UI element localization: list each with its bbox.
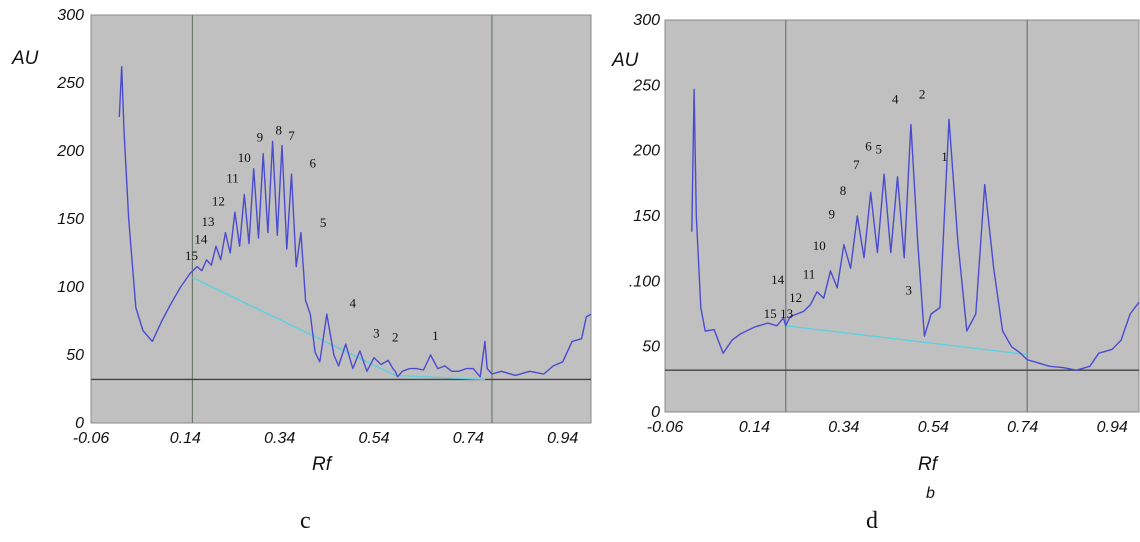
chart-d-y-tick-label: 50 xyxy=(642,339,660,356)
chart-d-plot-area xyxy=(664,19,1140,413)
chart-d-x-tick-label: -0.06 xyxy=(647,419,684,436)
chart-c-trace xyxy=(118,65,592,378)
chart-d-peak-label-1: 1 xyxy=(941,149,948,164)
chart-d-y-ticks: 0 50 .100 150 200 250 300 xyxy=(629,12,660,421)
chart-c-y-ticks: 0 50 100 150 200 250 300 xyxy=(56,7,84,432)
chart-c-baseline-segment-1 xyxy=(192,276,396,377)
chart-d-trace xyxy=(691,88,1140,371)
chart-c-x-tick-label: 0.74 xyxy=(453,430,484,447)
chart-c-peak-label-15: 15 xyxy=(185,248,198,263)
chart-d-peak-label-2: 2 xyxy=(919,86,926,101)
chart-d-x-axis-label: Rf xyxy=(918,454,939,475)
chart-d-peak-label-14: 14 xyxy=(771,272,785,287)
chart-d-y-tick-label: 250 xyxy=(632,77,660,94)
chart-d-baseline-segment-1 xyxy=(785,325,1028,356)
chart-c-x-tick-label: 0.14 xyxy=(170,430,201,447)
chart-c-x-tick-label: 0.34 xyxy=(264,430,295,447)
chart-c-peak-label-12: 12 xyxy=(212,193,225,208)
chart-c-marker-lines xyxy=(91,15,591,423)
chart-c-y-tick-label: 0 xyxy=(75,415,84,432)
chart-c-peak-label-2: 2 xyxy=(392,329,399,344)
chart-d-peak-label-12: 12 xyxy=(789,290,802,305)
chart-c-y-tick-label: 300 xyxy=(57,7,84,24)
chart-d-x-tick-label: 0.74 xyxy=(1007,419,1038,436)
chart-d-peak-label-10: 10 xyxy=(813,238,826,253)
chart-c-y-tick-label: 250 xyxy=(56,75,84,92)
chart-d-caption: d xyxy=(866,508,878,534)
chart-d-x-tick-label: 0.54 xyxy=(918,419,949,436)
chart-d-trace-line xyxy=(691,88,1140,371)
chart-d-peak-label-11: 11 xyxy=(803,267,816,282)
chart-c-baseline xyxy=(192,276,485,381)
chart-d-peak-label-7: 7 xyxy=(853,157,860,172)
chart-d-y-tick-label: 0 xyxy=(651,404,660,421)
chart-c-peak-label-5: 5 xyxy=(320,215,327,230)
chart-c-baseline-segment-2 xyxy=(395,374,485,381)
chart-c-y-tick-label: 100 xyxy=(57,279,84,296)
chart-c-x-ticks: -0.06 0.14 0.34 0.54 0.74 0.94 xyxy=(73,430,579,447)
chart-d-peak-label-8: 8 xyxy=(840,183,847,198)
chart-c-peak-label-1: 1 xyxy=(432,328,439,343)
chart-d-marker-lines xyxy=(665,20,1139,412)
chart-d-peak-label-6: 6 xyxy=(865,139,872,154)
chart-d-peak-label-13: 13 xyxy=(780,306,793,321)
chart-c-caption: c xyxy=(300,508,311,534)
chart-d-y-tick-label: 300 xyxy=(633,12,660,29)
chart-c-peak-label-3: 3 xyxy=(373,325,380,340)
chart-c-peak-label-14: 14 xyxy=(194,231,208,246)
chart-c-peak-label-8: 8 xyxy=(275,123,282,138)
chart-c-x-tick-label: -0.06 xyxy=(73,430,110,447)
chart-c-x-tick-label: 0.94 xyxy=(547,430,578,447)
chart-c-peak-label-11: 11 xyxy=(226,170,239,185)
chart-c-y-axis-label: AU xyxy=(11,48,39,69)
chart-d-baseline xyxy=(785,325,1028,356)
chart-c-y-tick-label: 200 xyxy=(56,143,84,160)
chart-d-peak-label-15: 15 xyxy=(764,306,777,321)
chart-c-peak-label-6: 6 xyxy=(309,155,316,170)
chart-c-y-tick-label: 150 xyxy=(57,211,84,228)
chart-c-y-tick-label: 50 xyxy=(66,347,84,364)
chart-d-y-tick-label: 150 xyxy=(633,208,660,225)
chart-c-peak-label-4: 4 xyxy=(350,295,357,310)
chart-d-y-tick-label: 200 xyxy=(632,143,660,160)
chart-c-peak-label-10: 10 xyxy=(238,150,251,165)
chart-c-peak-label-13: 13 xyxy=(201,214,214,229)
chart-d-peak-label-5: 5 xyxy=(875,141,882,156)
chart-d-x-ticks: -0.06 0.14 0.34 0.54 0.74 0.94 xyxy=(647,419,1128,436)
chart-d-peak-label-3: 3 xyxy=(905,282,912,297)
chart-d-sub-label: b xyxy=(926,485,935,502)
chart-c-peak-label-9: 9 xyxy=(257,129,264,144)
chart-d-x-tick-label: 0.14 xyxy=(739,419,770,436)
chart-c-x-tick-label: 0.54 xyxy=(358,430,389,447)
chart-c-peak-label-7: 7 xyxy=(288,128,295,143)
chart-d-peak-label-9: 9 xyxy=(829,207,836,222)
chart-d-x-tick-label: 0.94 xyxy=(1097,419,1128,436)
chart-d-peak-label-4: 4 xyxy=(892,92,899,107)
chart-c-x-axis-label: Rf xyxy=(312,454,333,475)
chart-d-y-axis-label: AU xyxy=(611,50,639,71)
chart-d-x-tick-label: 0.34 xyxy=(828,419,859,436)
chart-d-y-tick-label: .100 xyxy=(629,273,660,290)
chart-c-trace-line xyxy=(118,65,592,378)
chart-c-plot-area xyxy=(90,14,592,424)
